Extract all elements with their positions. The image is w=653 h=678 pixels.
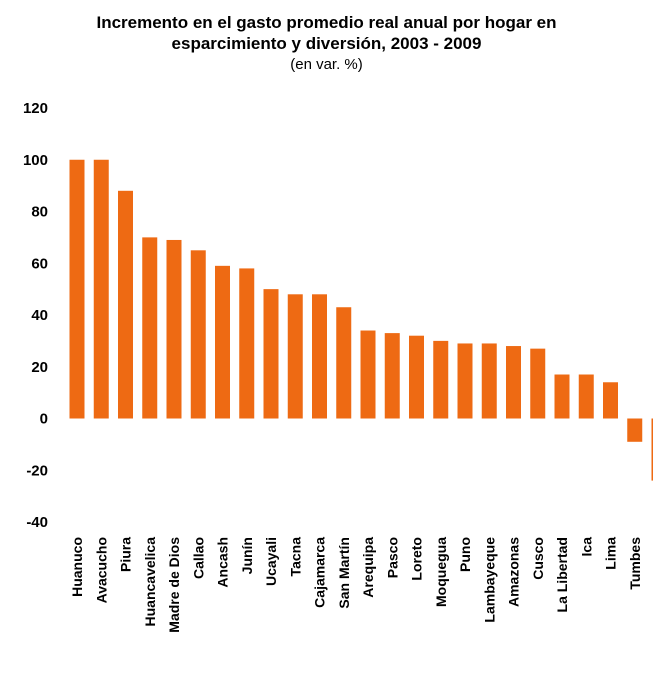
x-tick-label: Madre de Dios <box>166 537 182 633</box>
x-tick-label: Puno <box>457 537 473 572</box>
y-tick-label: 20 <box>31 359 48 376</box>
bar-apurimac <box>651 418 653 481</box>
x-tick-label: Piura <box>118 537 134 572</box>
bar-avacucho <box>93 159 109 419</box>
bar-callao <box>190 250 206 419</box>
bar-pasco <box>384 333 400 419</box>
x-tick-label: San Martín <box>336 537 352 609</box>
bar-jun-n <box>239 268 255 419</box>
x-axis: Huanuco Avacucho Piura Huancavelica Madre de… <box>69 537 653 633</box>
bar-huancavelica <box>142 237 158 419</box>
bar-cusco <box>530 348 546 419</box>
y-tick-label: 60 <box>31 255 48 272</box>
x-tick-label: Lambayeque <box>481 537 497 623</box>
x-tick-label: Ucayali <box>263 537 279 586</box>
x-tick-label: Loreto <box>409 537 425 581</box>
bar-amazonas <box>506 346 521 419</box>
bar-tumbes <box>627 418 643 442</box>
bar-piura <box>118 190 133 419</box>
x-tick-label: Huancavelica <box>142 537 158 627</box>
chart-title-line-1: Incremento en el gasto promedio real anu… <box>96 13 557 32</box>
bar-la-libertad <box>554 374 570 419</box>
y-tick-label: 80 <box>31 204 48 221</box>
chart-title: Incremento en el gasto promedio real anu… <box>0 12 653 54</box>
x-tick-label: Tumbes <box>627 537 643 590</box>
chart-title-line-2: esparcimiento y diversión, 2003 - 2009 <box>171 34 482 53</box>
y-tick-label: -20 <box>26 462 48 479</box>
x-tick-label: Ancash <box>215 537 231 588</box>
bar-lambayeque <box>481 343 497 419</box>
bars <box>69 159 653 481</box>
y-tick-label: 100 <box>23 152 48 169</box>
bar-moquegua <box>433 340 449 419</box>
x-tick-label: Lima <box>603 537 619 570</box>
x-tick-label: Callao <box>190 537 206 579</box>
x-tick-label: Moquegua <box>433 537 449 607</box>
x-tick-label: Cusco <box>530 537 546 580</box>
x-tick-label: Avacucho <box>93 537 109 603</box>
x-tick-label: Apurimac <box>651 537 653 602</box>
y-tick-label: 120 <box>23 100 48 117</box>
x-tick-label: La Libertad <box>554 537 570 612</box>
x-tick-label: Junín <box>239 537 255 574</box>
bar-san-mart-n <box>336 307 352 419</box>
bar-loreto <box>409 335 424 419</box>
chart-subtitle: (en var. %) <box>290 56 363 73</box>
bar-ica <box>578 374 594 419</box>
bar-madre-de-dios <box>166 239 182 419</box>
x-tick-label: Cajamarca <box>312 537 328 608</box>
y-tick-label: 0 <box>40 411 48 428</box>
x-tick-label: Amazonas <box>506 537 522 607</box>
bar-lima <box>603 382 618 419</box>
y-tick-label: -40 <box>26 514 48 531</box>
bar-tacna <box>287 294 303 419</box>
bar-ancash <box>215 265 230 419</box>
y-axis: 120 100 80 60 40 20 0 -20 -40 <box>23 100 48 531</box>
x-tick-label: Pasco <box>384 537 400 578</box>
bar-ucayali <box>263 289 279 419</box>
x-tick-label: Arequipa <box>360 537 376 598</box>
bar-cajamarca <box>312 294 327 419</box>
x-tick-label: Huanuco <box>69 537 85 597</box>
bar-puno <box>457 343 473 419</box>
x-tick-label: Tacna <box>287 537 303 577</box>
x-tick-label: Ica <box>578 537 594 557</box>
bar-huanuco <box>69 159 85 419</box>
y-tick-label: 40 <box>31 307 48 324</box>
bar-arequipa <box>360 330 376 419</box>
